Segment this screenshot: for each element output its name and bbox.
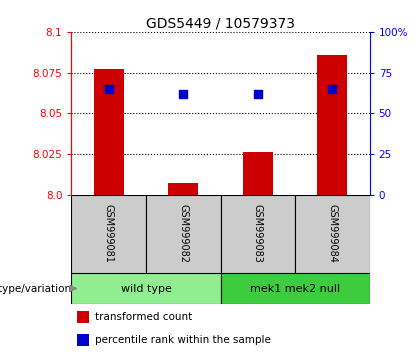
Point xyxy=(105,86,112,92)
Text: wild type: wild type xyxy=(121,284,171,293)
Point xyxy=(180,91,186,97)
Text: percentile rank within the sample: percentile rank within the sample xyxy=(95,335,271,345)
Text: GSM999084: GSM999084 xyxy=(327,204,337,263)
Bar xyxy=(146,195,220,273)
Bar xyxy=(77,312,89,323)
Text: GSM999082: GSM999082 xyxy=(178,204,188,263)
Bar xyxy=(71,273,220,304)
Text: genotype/variation: genotype/variation xyxy=(0,284,71,293)
Bar xyxy=(77,334,89,346)
Title: GDS5449 / 10579373: GDS5449 / 10579373 xyxy=(146,17,295,31)
Text: transformed count: transformed count xyxy=(95,312,192,322)
Bar xyxy=(295,195,370,273)
Bar xyxy=(220,273,370,304)
Point xyxy=(255,91,261,97)
Text: GSM999081: GSM999081 xyxy=(104,204,114,263)
Bar xyxy=(220,195,295,273)
Bar xyxy=(71,195,146,273)
Text: GSM999083: GSM999083 xyxy=(253,204,263,263)
Point xyxy=(329,86,336,92)
Bar xyxy=(318,55,347,195)
Bar xyxy=(243,152,273,195)
Bar xyxy=(168,183,198,195)
Text: mek1 mek2 null: mek1 mek2 null xyxy=(250,284,340,293)
Bar xyxy=(94,69,123,195)
